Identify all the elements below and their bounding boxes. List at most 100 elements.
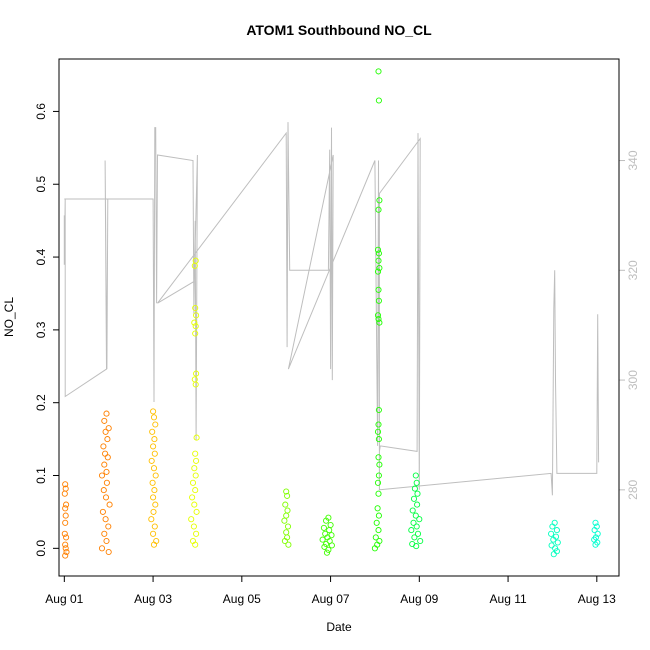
data-point: [150, 530, 157, 537]
data-point: [151, 523, 158, 530]
point-cluster-5: [281, 488, 292, 548]
data-point: [375, 527, 382, 534]
data-point: [412, 512, 419, 519]
data-point: [193, 530, 200, 537]
data-point: [103, 468, 110, 475]
data-point: [376, 264, 383, 272]
data-point: [376, 319, 383, 326]
data-point: [151, 436, 158, 443]
data-point: [284, 492, 291, 499]
data-point: [152, 472, 159, 479]
data-point: [413, 479, 420, 486]
y-tick-label: 0.3: [34, 321, 48, 338]
data-point: [192, 381, 199, 388]
data-point: [410, 519, 417, 526]
data-point: [150, 414, 158, 421]
data-point: [151, 450, 158, 457]
x-axis-label: Date: [326, 620, 352, 634]
data-point: [282, 501, 289, 508]
data-point: [148, 457, 155, 464]
data-point: [101, 417, 108, 424]
right-y-tick-label: 320: [626, 260, 640, 280]
x-tick-label: Aug 01: [45, 592, 83, 606]
data-point: [375, 286, 382, 293]
data-point: [375, 472, 382, 479]
data-point: [410, 495, 418, 502]
data-point: [105, 523, 112, 530]
data-point: [414, 501, 421, 508]
data-point: [413, 523, 420, 530]
data-point: [102, 450, 109, 457]
point-cluster-1: [61, 481, 70, 559]
data-point: [325, 546, 332, 553]
data-point: [548, 542, 555, 549]
data-point: [375, 257, 382, 264]
data-point: [193, 508, 200, 515]
y-tick-label: 0.5: [34, 176, 48, 193]
data-point: [375, 454, 382, 461]
data-point: [61, 530, 68, 537]
data-point: [191, 262, 198, 269]
data-point: [149, 479, 156, 486]
data-point: [327, 521, 334, 529]
data-point: [192, 472, 199, 479]
data-point: [374, 428, 382, 435]
data-point: [550, 536, 557, 543]
data-point: [101, 530, 108, 537]
data-point: [549, 523, 556, 530]
data-point: [375, 490, 382, 497]
data-point: [284, 507, 291, 514]
right-y-tick-label: 340: [626, 150, 640, 170]
data-point: [101, 461, 108, 468]
data-point: [375, 406, 382, 414]
data-point: [189, 479, 197, 486]
data-point: [417, 537, 424, 545]
data-point: [190, 523, 197, 530]
data-point: [150, 508, 157, 515]
y-tick-label: 0.0: [34, 540, 48, 557]
data-point: [103, 479, 110, 486]
data-point: [375, 297, 382, 304]
point-cluster-2: [98, 410, 113, 556]
data-point: [150, 541, 158, 548]
data-point: [103, 410, 110, 417]
data-point: [375, 97, 382, 104]
data-point: [150, 494, 157, 501]
y-tick-label: 0.6: [34, 103, 48, 120]
data-point: [193, 370, 200, 377]
data-point: [192, 323, 199, 330]
data-point: [99, 508, 106, 515]
data-point: [63, 534, 70, 541]
data-point: [283, 512, 290, 519]
x-tick-label: Aug 05: [223, 592, 261, 606]
data-point: [63, 501, 70, 508]
data-point: [192, 330, 199, 337]
data-point: [413, 543, 420, 550]
data-point: [411, 485, 418, 492]
data-point: [550, 551, 557, 558]
data-point: [283, 488, 290, 495]
y-tick-label: 0.2: [34, 394, 48, 411]
data-point: [414, 490, 421, 497]
data-point: [62, 541, 69, 548]
data-point: [63, 548, 70, 556]
data-point: [193, 434, 200, 441]
data-point: [103, 537, 110, 545]
data-point: [100, 487, 107, 494]
data-point: [319, 536, 326, 543]
data-point: [102, 516, 109, 523]
data-point: [192, 487, 199, 494]
x-tick-label: Aug 07: [312, 592, 350, 606]
data-point: [548, 530, 555, 537]
data-point: [375, 68, 382, 75]
data-point: [152, 421, 159, 428]
axes: 0.0 0.1 0.2 0.3 0.4 0.5 0.6 Aug 01 Aug 03 Aug 05 A…: [34, 103, 640, 606]
data-point: [62, 505, 69, 512]
data-point: [553, 527, 560, 534]
point-cluster-4: [188, 257, 200, 548]
data-point: [376, 461, 383, 468]
data-point: [100, 443, 107, 450]
data-point: [150, 443, 157, 450]
y-tick-label: 0.4: [34, 248, 48, 265]
data-point: [408, 527, 415, 534]
